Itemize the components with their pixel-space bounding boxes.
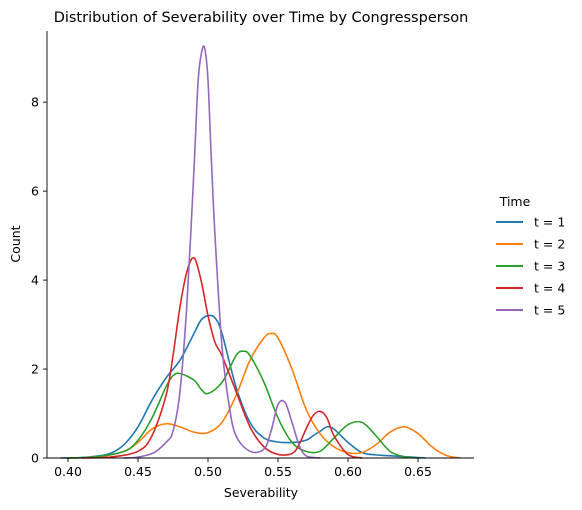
y-tick-label: 4 bbox=[31, 273, 39, 288]
y-axis-label: Count bbox=[8, 225, 23, 262]
x-tick-label: 0.55 bbox=[264, 464, 292, 479]
x-ticks: 0.40 0.45 0.50 0.55 0.60 0.65 bbox=[54, 458, 432, 479]
plot-area bbox=[61, 46, 460, 458]
legend-entry-label: t = 5 bbox=[534, 303, 565, 318]
series-line-t4 bbox=[82, 258, 362, 458]
series-line-t3 bbox=[68, 351, 418, 458]
legend-entry-label: t = 2 bbox=[534, 237, 565, 252]
x-axis-label: Severability bbox=[224, 485, 299, 500]
y-tick-label: 8 bbox=[31, 95, 39, 110]
x-tick-label: 0.40 bbox=[54, 464, 82, 479]
chart-title: Distribution of Severability over Time b… bbox=[54, 10, 469, 26]
y-tick-label: 2 bbox=[31, 362, 39, 377]
legend-items: t = 1 t = 2 t = 3 t = 4 t = 5 bbox=[496, 215, 565, 318]
y-tick-label: 6 bbox=[31, 184, 39, 199]
x-tick-label: 0.50 bbox=[194, 464, 222, 479]
y-ticks: 0 2 4 6 8 bbox=[31, 95, 47, 466]
series-line-t1 bbox=[61, 315, 425, 458]
x-tick-label: 0.65 bbox=[404, 464, 432, 479]
legend-entry-label: t = 4 bbox=[534, 281, 565, 296]
x-tick-label: 0.60 bbox=[334, 464, 362, 479]
legend-entry-label: t = 1 bbox=[534, 215, 565, 230]
x-tick-label: 0.45 bbox=[124, 464, 152, 479]
legend-entry-label: t = 3 bbox=[534, 259, 565, 274]
y-tick-label: 0 bbox=[31, 451, 39, 466]
legend: Time t = 1 t = 2 t = 3 t = 4 t = 5 bbox=[496, 194, 565, 318]
series-line-t2 bbox=[68, 333, 460, 458]
legend-title: Time bbox=[499, 194, 531, 209]
